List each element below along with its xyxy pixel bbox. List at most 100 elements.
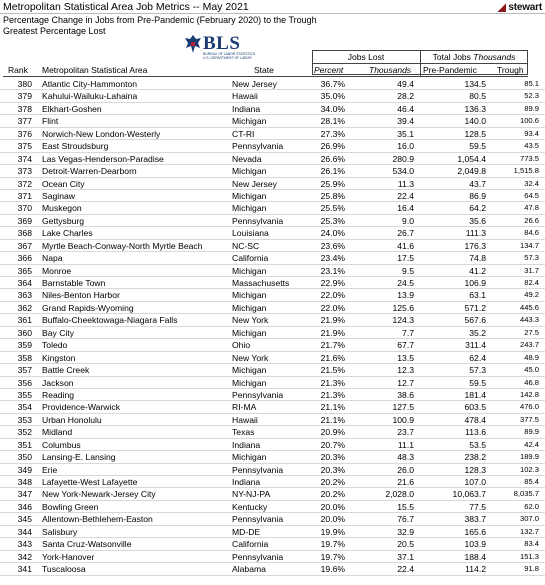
msa-name-cell: Providence-Warwick <box>42 402 120 413</box>
rank-cell: 363 <box>17 290 32 301</box>
page-subtitle: Percentage Change in Jobs from Pre-Pande… <box>3 15 317 25</box>
state-cell: Pennsylvania <box>232 551 284 562</box>
percent-lost-cell: 20.2% <box>320 477 345 487</box>
table-row: 379 Kahului-Wailuku-Lahaina Hawaii 35.0% 28.… <box>0 90 545 103</box>
pre-pandemic-cell: 114.2 <box>465 564 486 575</box>
percent-lost-cell: 23.4% <box>320 253 345 264</box>
msa-name-cell: Flint <box>42 116 59 127</box>
rank-cell: 374 <box>17 153 32 164</box>
trough-cell: 8,035.7 <box>513 489 539 499</box>
rank-cell: 356 <box>17 377 32 388</box>
msa-name-cell: Barnstable Town <box>42 278 106 288</box>
pre-pandemic-cell: 111.3 <box>465 228 486 239</box>
thousands-lost-cell: 16.0 <box>397 141 414 152</box>
thousands-lost-cell: 21.6 <box>397 477 414 487</box>
thousands-lost-cell: 280.9 <box>392 153 414 164</box>
pre-pandemic-cell: 10,063.7 <box>452 489 486 500</box>
trough-cell: 82.4 <box>524 278 539 287</box>
state-cell: NY-NJ-PA <box>232 489 271 500</box>
percent-lost-cell: 22.9% <box>320 278 345 288</box>
table-row: 371 Saginaw Michigan 25.8% 22.4 86.9 64.5 <box>0 190 545 203</box>
rank-cell: 351 <box>17 439 32 450</box>
column-header-trough: Trough <box>497 65 524 75</box>
thousands-lost-cell: 2,028.0 <box>385 489 414 500</box>
percent-lost-cell: 25.9% <box>320 178 345 189</box>
pre-pandemic-cell: 59.5 <box>469 141 486 152</box>
pre-pandemic-cell: 571.2 <box>464 302 486 313</box>
state-cell: Alabama <box>232 564 266 575</box>
state-cell: Michigan <box>232 290 267 301</box>
msa-name-cell: Battle Creek <box>42 365 90 376</box>
table-row: 348 Lafayette-West Lafayette Indiana 20.2% 2… <box>0 476 545 489</box>
table-row: 352 Midland Texas 20.9% 23.7 113.6 89.9 <box>0 426 545 439</box>
trough-cell: 48.9 <box>524 352 539 362</box>
state-cell: New York <box>232 352 269 363</box>
msa-name-cell: Santa Cruz-Watsonville <box>42 539 132 550</box>
thousands-lost-cell: 37.1 <box>397 551 414 562</box>
trough-cell: 132.7 <box>519 526 539 536</box>
table-row: 358 Kingston New York 21.6% 13.5 62.4 48.9 <box>0 352 545 365</box>
pre-pandemic-cell: 62.4 <box>469 352 486 363</box>
table-row: 374 Las Vegas-Henderson-Paradise Nevada 26.… <box>0 153 545 166</box>
pre-pandemic-cell: 383.7 <box>464 514 486 525</box>
table-row: 380 Atlantic City-Hammonton New Jersey 36.7… <box>0 78 545 91</box>
state-cell: Michigan <box>232 377 267 388</box>
trough-cell: 445.6 <box>519 302 539 312</box>
msa-name-cell: Gettysburg <box>42 215 85 226</box>
trough-cell: 84.6 <box>524 228 539 238</box>
thousands-lost-cell: 26.7 <box>397 228 414 239</box>
msa-name-cell: Napa <box>42 253 63 264</box>
pre-pandemic-cell: 2,049.8 <box>457 166 486 177</box>
trough-cell: 85.1 <box>524 79 539 88</box>
thousands-lost-cell: 11.1 <box>397 439 414 450</box>
trough-cell: 102.3 <box>519 464 539 474</box>
msa-name-cell: Ocean City <box>42 178 85 189</box>
pre-pandemic-cell: 57.3 <box>469 365 486 376</box>
trough-cell: 83.4 <box>524 539 539 549</box>
thousands-lost-cell: 32.9 <box>397 526 414 537</box>
bls-logo: BLS BUREAU OF LABOR STATISTICS U.S. DEPA… <box>183 33 256 65</box>
rank-cell: 360 <box>17 327 32 338</box>
state-cell: Indiana <box>232 439 261 450</box>
msa-name-cell: Tuscaloosa <box>42 564 86 575</box>
table-row: 345 Allentown-Bethlehem-Easton Pennsylvani… <box>0 513 545 526</box>
state-cell: New York <box>232 315 269 326</box>
pre-pandemic-cell: 63.1 <box>469 290 486 301</box>
state-cell: New Jersey <box>232 79 277 89</box>
pre-pandemic-cell: 140.0 <box>464 116 486 127</box>
table-row: 344 Salisbury MD-DE 19.9% 32.9 165.6 132.7 <box>0 526 545 539</box>
bls-logo-subtext: BUREAU OF LABOR STATISTICS U.S. DEPARTME… <box>203 52 256 60</box>
rank-cell: 346 <box>17 501 32 512</box>
rank-cell: 368 <box>17 228 32 239</box>
state-cell: Michigan <box>232 190 267 201</box>
state-cell: Pennsylvania <box>232 141 284 152</box>
pre-pandemic-cell: 478.4 <box>464 414 486 425</box>
group-header-total-jobs: Total Jobs Thousands <box>432 52 516 62</box>
rank-cell: 345 <box>17 514 32 525</box>
state-cell: Michigan <box>232 327 267 338</box>
pre-pandemic-cell: 64.2 <box>469 203 486 214</box>
rank-cell: 362 <box>17 302 32 313</box>
table-row: 351 Columbus Indiana 20.7% 11.1 53.5 42.4 <box>0 439 545 452</box>
pre-pandemic-cell: 128.5 <box>464 128 486 139</box>
percent-lost-cell: 23.1% <box>320 265 345 276</box>
percent-lost-cell: 20.3% <box>320 452 345 463</box>
thousands-lost-cell: 41.6 <box>397 240 414 251</box>
rank-cell: 358 <box>17 352 32 363</box>
percent-lost-cell: 27.3% <box>320 128 345 139</box>
rank-cell: 349 <box>17 464 32 475</box>
msa-name-cell: Buffalo-Cheektowaga-Niagara Falls <box>42 315 178 326</box>
trough-cell: 45.0 <box>524 365 539 375</box>
thousands-lost-cell: 35.1 <box>397 128 414 139</box>
msa-name-cell: Erie <box>42 464 58 475</box>
group-header-total-jobs-unit: Thousands <box>473 52 516 62</box>
percent-lost-cell: 25.3% <box>320 215 345 226</box>
percent-lost-cell: 34.0% <box>320 103 345 114</box>
pre-pandemic-cell: 53.5 <box>469 439 486 450</box>
msa-name-cell: Bowling Green <box>42 501 99 512</box>
table-row: 354 Providence-Warwick RI-MA 21.1% 127.5 603.… <box>0 401 545 414</box>
column-header-msa: Metropolitan Statistical Area <box>42 65 148 75</box>
rank-cell: 369 <box>17 215 32 226</box>
rank-cell: 377 <box>17 116 32 127</box>
state-cell: Michigan <box>232 203 267 214</box>
